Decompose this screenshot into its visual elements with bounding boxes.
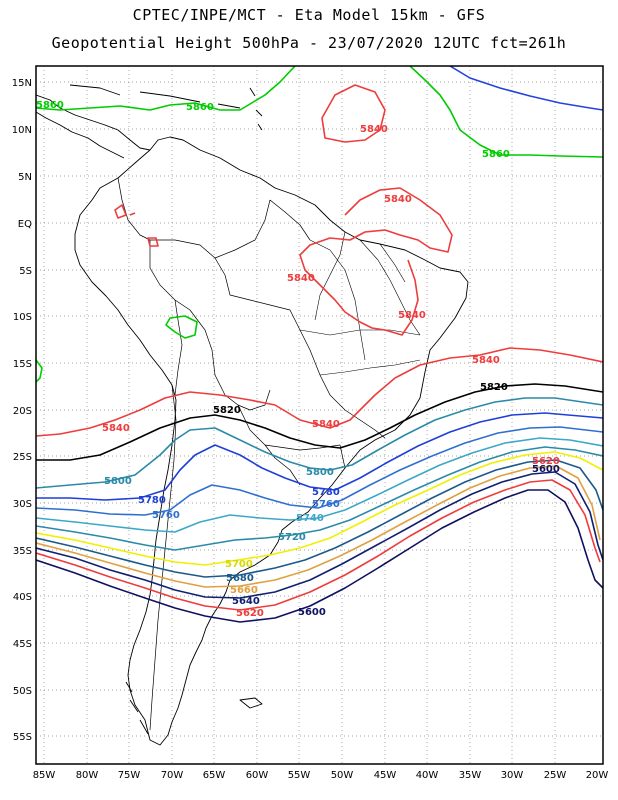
contour-5840-small-cells — [114, 204, 159, 247]
label-5620-south: 5620 — [236, 608, 264, 619]
label-5800-west: 5800 — [104, 476, 132, 487]
contour-5640 — [36, 471, 603, 599]
contour-5860-north — [36, 66, 603, 158]
lon-label-40w: 40W — [416, 770, 439, 781]
contour-5860-small — [165, 315, 198, 339]
label-5600-south: 5600 — [298, 607, 326, 618]
lat-label-35s: 35S — [13, 546, 32, 557]
label-5680: 5680 — [226, 573, 254, 584]
contour-5620 — [36, 479, 601, 611]
contour-5840-cell-north — [321, 84, 386, 143]
lat-label-10s: 10S — [13, 312, 32, 323]
contour-5600 — [36, 489, 603, 623]
label-5860-carib: 5860 — [186, 102, 214, 113]
longitude-labels: 85W 80W 75W 70W 65W 60W 55W 50W 45W 40W … — [33, 770, 609, 781]
lat-label-15s: 15S — [13, 359, 32, 370]
lat-label-5s: 5S — [19, 266, 32, 277]
label-5820-east: 5820 — [480, 382, 508, 393]
chart-title-line2: Geopotential Height 500hPa - 23/07/2020 … — [51, 34, 567, 52]
label-5800-center: 5800 — [306, 467, 334, 478]
label-5660: 5660 — [230, 585, 258, 596]
label-5760-center: 5760 — [312, 499, 340, 510]
brazil-states — [299, 231, 421, 376]
south-america-outline — [74, 136, 469, 746]
lon-label-60w: 60W — [246, 770, 269, 781]
label-5840-south: 5840 — [312, 419, 340, 430]
lon-label-65w: 65W — [203, 770, 226, 781]
label-5840-east: 5840 — [472, 355, 500, 366]
contours — [36, 66, 603, 623]
lat-label-25s: 25S — [13, 452, 32, 463]
coastlines — [36, 84, 469, 746]
lon-label-80w: 80W — [76, 770, 99, 781]
contour-5720 — [36, 446, 603, 551]
contour-5800 — [36, 397, 603, 489]
lon-label-25w: 25W — [544, 770, 567, 781]
contour-5660 — [36, 465, 601, 588]
label-5860-atlantic: 5860 — [482, 149, 510, 160]
lat-label-50s: 50S — [13, 686, 32, 697]
contour-5780 — [36, 412, 603, 501]
lon-label-75w: 75W — [118, 770, 141, 781]
label-5640: 5640 — [232, 596, 260, 607]
lon-label-30w: 30W — [501, 770, 524, 781]
lat-label-40s: 40S — [13, 592, 32, 603]
lat-label-55s: 55S — [13, 732, 32, 743]
central-america-outline — [36, 94, 151, 159]
latitude-labels: 15N 10N 5N EQ 5S 10S 15S 20S 25S 30S 35S… — [12, 78, 32, 743]
label-5840-pacific: 5840 — [102, 423, 130, 434]
contour-5700 — [36, 451, 603, 566]
lon-label-45w: 45W — [374, 770, 397, 781]
lat-label-eq: EQ — [18, 219, 32, 230]
label-5860-west: 5860 — [36, 100, 64, 111]
map-frame — [35, 65, 604, 765]
label-5620-east: 5620 — [532, 456, 560, 467]
label-5840-amazon: 5840 — [287, 273, 315, 284]
contour-5840-south — [36, 347, 603, 437]
lon-label-85w: 85W — [33, 770, 56, 781]
lat-label-45s: 45S — [13, 639, 32, 650]
lon-label-50w: 50W — [331, 770, 354, 781]
lon-label-35w: 35W — [459, 770, 482, 781]
country-borders — [117, 177, 386, 731]
lon-label-70w: 70W — [161, 770, 184, 781]
label-5840-north: 5840 — [360, 124, 388, 135]
label-5700: 5700 — [225, 559, 253, 570]
label-5840-bahia: 5840 — [398, 310, 426, 321]
lon-label-55w: 55W — [288, 770, 311, 781]
contour-5680 — [36, 459, 603, 578]
label-5820-center: 5820 — [213, 405, 241, 416]
contour-labels: 5860 5860 5860 5840 5840 5840 5840 5840 … — [36, 100, 560, 619]
lat-label-10n: 10N — [12, 125, 32, 136]
chart-title-line1: CPTEC/INPE/MCT - Eta Model 15km - GFS — [132, 6, 486, 24]
contour-5860-west — [36, 359, 43, 383]
falkland-islands — [239, 697, 263, 709]
label-5840-ne: 5840 — [384, 194, 412, 205]
label-5760-west: 5760 — [152, 510, 180, 521]
contour-5740 — [36, 437, 603, 533]
lat-label-20s: 20S — [13, 406, 32, 417]
contour-5760 — [36, 426, 603, 516]
lat-label-5n: 5N — [18, 172, 32, 183]
label-5600-east: 5600 — [532, 464, 560, 475]
contour-5840-amazon — [299, 187, 453, 336]
lat-label-30s: 30S — [13, 499, 32, 510]
label-5720: 5720 — [278, 532, 306, 543]
label-5780-west: 5780 — [138, 495, 166, 506]
contour-5820 — [36, 383, 603, 461]
contour-5880-ne — [449, 66, 603, 111]
label-5740: 5740 — [296, 513, 324, 524]
lon-label-20w: 20W — [586, 770, 609, 781]
label-5780-center: 5780 — [312, 487, 340, 498]
coastal-islands — [125, 681, 149, 735]
lat-label-15n: 15N — [12, 78, 32, 89]
caribbean-islands — [69, 84, 263, 131]
